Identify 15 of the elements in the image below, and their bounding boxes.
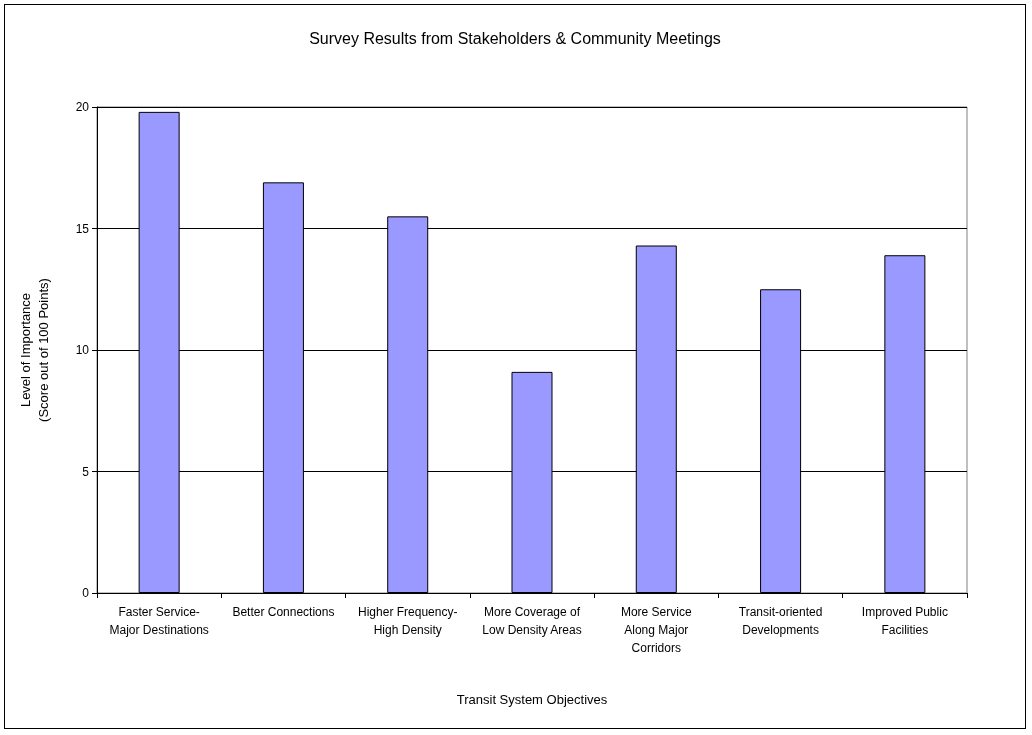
chart-title: Survey Results from Stakeholders & Community Meetings [309, 29, 721, 47]
x-tick-label: Better Connections [232, 605, 335, 619]
x-tick-label: More Service Along Major Corridors [620, 605, 692, 655]
y-tick-label: 10 [75, 343, 90, 357]
x-tick-label: More Coverage of Low Density Areas [482, 605, 582, 637]
y-tick-label: 15 [75, 221, 90, 236]
y-tick-label: 0 [82, 586, 90, 600]
x-tick-label: Transit-oriented Developments [738, 605, 823, 637]
y-tick-label: 20 [75, 100, 90, 114]
x-axis-title: Transit System Objectives [456, 692, 608, 707]
y-tick-label: 5 [82, 464, 90, 479]
x-tick-label: Faster Service- Major Destinations [109, 605, 209, 637]
y-axis-title: Level of Importance (Score out of 100 Points) [17, 278, 51, 422]
x-tick-label: Improved Public Facilities [861, 605, 948, 637]
x-tick-label: Higher Frequency- High Density [358, 605, 458, 637]
